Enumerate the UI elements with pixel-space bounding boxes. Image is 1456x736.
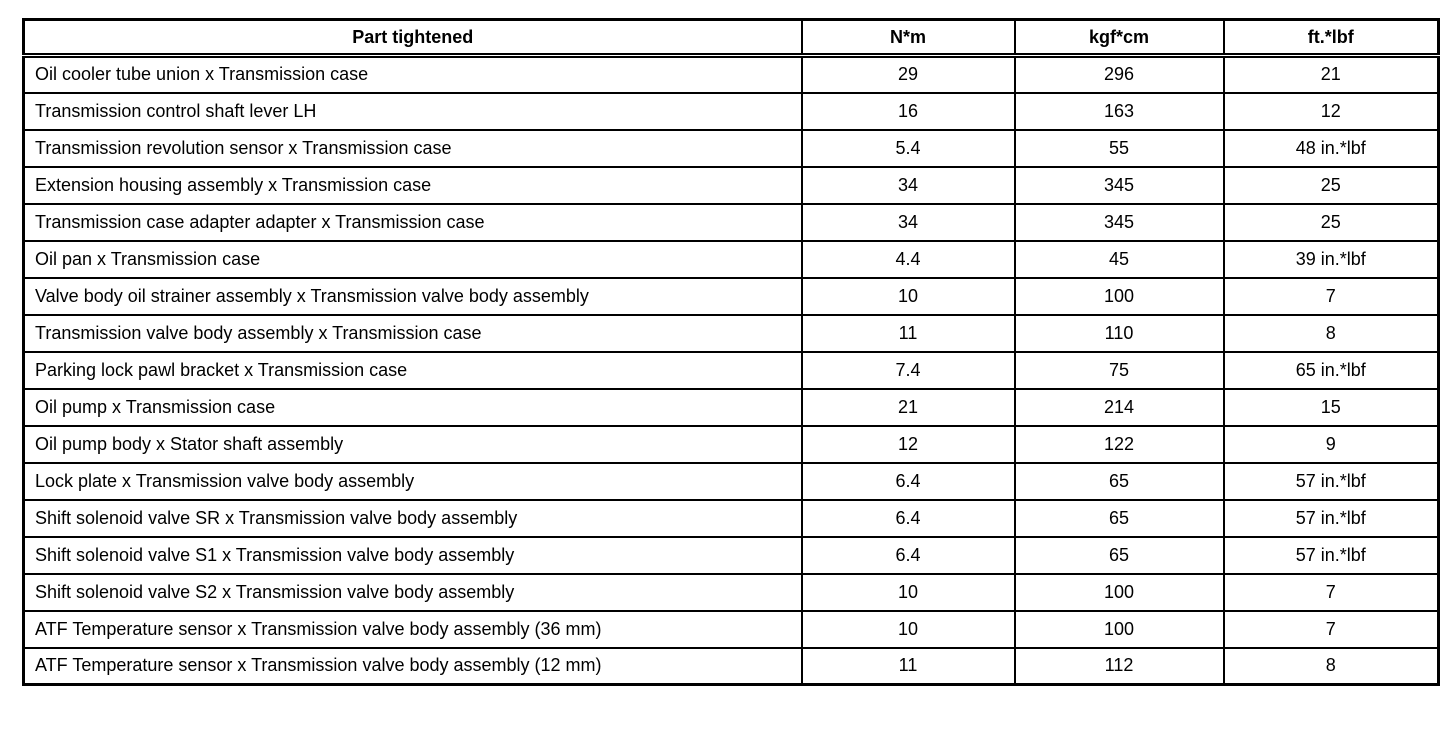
cell-part: Extension housing assembly x Transmissio…: [22, 165, 803, 205]
cell-kgfcm: 122: [1013, 424, 1225, 464]
cell-kgfcm: 75: [1013, 350, 1225, 390]
cell-ftlbf: 8: [1222, 313, 1440, 353]
cell-ftlbf: 25: [1222, 165, 1440, 205]
cell-nm: 16: [800, 91, 1016, 131]
cell-part: Oil cooler tube union x Transmission cas…: [22, 54, 803, 94]
cell-ftlbf: 57 in.*lbf: [1222, 498, 1440, 538]
cell-nm: 11: [800, 313, 1016, 353]
table-row: Lock plate x Transmission valve body ass…: [22, 461, 1440, 501]
cell-kgfcm: 65: [1013, 461, 1225, 501]
column-header-kgfcm: kgf*cm: [1013, 18, 1225, 58]
cell-kgfcm: 163: [1013, 91, 1225, 131]
cell-ftlbf: 9: [1222, 424, 1440, 464]
cell-part: Shift solenoid valve S1 x Transmission v…: [22, 535, 803, 575]
cell-nm: 34: [800, 165, 1016, 205]
cell-part: Parking lock pawl bracket x Transmission…: [22, 350, 803, 390]
cell-ftlbf: 39 in.*lbf: [1222, 239, 1440, 279]
column-header-ftlbf: ft.*lbf: [1222, 18, 1440, 58]
cell-part: Lock plate x Transmission valve body ass…: [22, 461, 803, 501]
cell-part: ATF Temperature sensor x Transmission va…: [22, 646, 803, 686]
cell-ftlbf: 21: [1222, 54, 1440, 94]
cell-part: Oil pan x Transmission case: [22, 239, 803, 279]
cell-kgfcm: 110: [1013, 313, 1225, 353]
cell-kgfcm: 296: [1013, 54, 1225, 94]
cell-ftlbf: 12: [1222, 91, 1440, 131]
table-row: Transmission valve body assembly x Trans…: [22, 313, 1440, 353]
table-row: Oil cooler tube union x Transmission cas…: [22, 54, 1440, 94]
cell-ftlbf: 7: [1222, 609, 1440, 649]
cell-nm: 6.4: [800, 498, 1016, 538]
cell-kgfcm: 55: [1013, 128, 1225, 168]
cell-kgfcm: 345: [1013, 165, 1225, 205]
cell-kgfcm: 112: [1013, 646, 1225, 686]
table-row: Shift solenoid valve SR x Transmission v…: [22, 498, 1440, 538]
cell-nm: 12: [800, 424, 1016, 464]
table-row: Oil pan x Transmission case 4.4 45 39 in.*l…: [22, 239, 1440, 279]
table-row: ATF Temperature sensor x Transmission va…: [22, 646, 1440, 686]
table-row: Transmission case adapter adapter x Tran…: [22, 202, 1440, 242]
cell-nm: 10: [800, 572, 1016, 612]
table-row: Transmission control shaft lever LH 16 163…: [22, 91, 1440, 131]
table-header-row: Part tightened N*m kgf*cm ft.*lbf: [22, 18, 1440, 58]
cell-part: Transmission case adapter adapter x Tran…: [22, 202, 803, 242]
table-body: Oil cooler tube union x Transmission cas…: [22, 54, 1440, 686]
cell-kgfcm: 345: [1013, 202, 1225, 242]
cell-ftlbf: 7: [1222, 276, 1440, 316]
cell-kgfcm: 65: [1013, 498, 1225, 538]
cell-nm: 10: [800, 276, 1016, 316]
cell-ftlbf: 57 in.*lbf: [1222, 535, 1440, 575]
table-row: Parking lock pawl bracket x Transmission…: [22, 350, 1440, 390]
table-row: Shift solenoid valve S1 x Transmission v…: [22, 535, 1440, 575]
table-row: ATF Temperature sensor x Transmission va…: [22, 609, 1440, 649]
cell-part: Oil pump x Transmission case: [22, 387, 803, 427]
column-header-part-tightened: Part tightened: [22, 18, 803, 58]
cell-part: Valve body oil strainer assembly x Trans…: [22, 276, 803, 316]
cell-part: Shift solenoid valve S2 x Transmission v…: [22, 572, 803, 612]
cell-ftlbf: 25: [1222, 202, 1440, 242]
torque-spec-table: Part tightened N*m kgf*cm ft.*lbf Oil co…: [22, 18, 1440, 686]
cell-nm: 6.4: [800, 461, 1016, 501]
cell-ftlbf: 48 in.*lbf: [1222, 128, 1440, 168]
cell-nm: 29: [800, 54, 1016, 94]
table-row: Shift solenoid valve S2 x Transmission v…: [22, 572, 1440, 612]
cell-part: Transmission valve body assembly x Trans…: [22, 313, 803, 353]
cell-ftlbf: 8: [1222, 646, 1440, 686]
cell-nm: 6.4: [800, 535, 1016, 575]
cell-part: Transmission revolution sensor x Transmi…: [22, 128, 803, 168]
cell-kgfcm: 100: [1013, 609, 1225, 649]
cell-nm: 34: [800, 202, 1016, 242]
cell-kgfcm: 214: [1013, 387, 1225, 427]
cell-kgfcm: 65: [1013, 535, 1225, 575]
cell-part: Transmission control shaft lever LH: [22, 91, 803, 131]
table-row: Transmission revolution sensor x Transmi…: [22, 128, 1440, 168]
cell-ftlbf: 15: [1222, 387, 1440, 427]
table-row: Extension housing assembly x Transmissio…: [22, 165, 1440, 205]
cell-nm: 10: [800, 609, 1016, 649]
cell-part: ATF Temperature sensor x Transmission va…: [22, 609, 803, 649]
cell-nm: 21: [800, 387, 1016, 427]
cell-nm: 4.4: [800, 239, 1016, 279]
cell-nm: 5.4: [800, 128, 1016, 168]
cell-part: Oil pump body x Stator shaft assembly: [22, 424, 803, 464]
cell-kgfcm: 100: [1013, 572, 1225, 612]
cell-kgfcm: 100: [1013, 276, 1225, 316]
cell-part: Shift solenoid valve SR x Transmission v…: [22, 498, 803, 538]
cell-ftlbf: 57 in.*lbf: [1222, 461, 1440, 501]
cell-ftlbf: 7: [1222, 572, 1440, 612]
table-row: Valve body oil strainer assembly x Trans…: [22, 276, 1440, 316]
column-header-nm: N*m: [800, 18, 1016, 58]
cell-ftlbf: 65 in.*lbf: [1222, 350, 1440, 390]
cell-nm: 11: [800, 646, 1016, 686]
table-row: Oil pump x Transmission case 21 214 15: [22, 387, 1440, 427]
cell-nm: 7.4: [800, 350, 1016, 390]
cell-kgfcm: 45: [1013, 239, 1225, 279]
table-row: Oil pump body x Stator shaft assembly 12 1…: [22, 424, 1440, 464]
